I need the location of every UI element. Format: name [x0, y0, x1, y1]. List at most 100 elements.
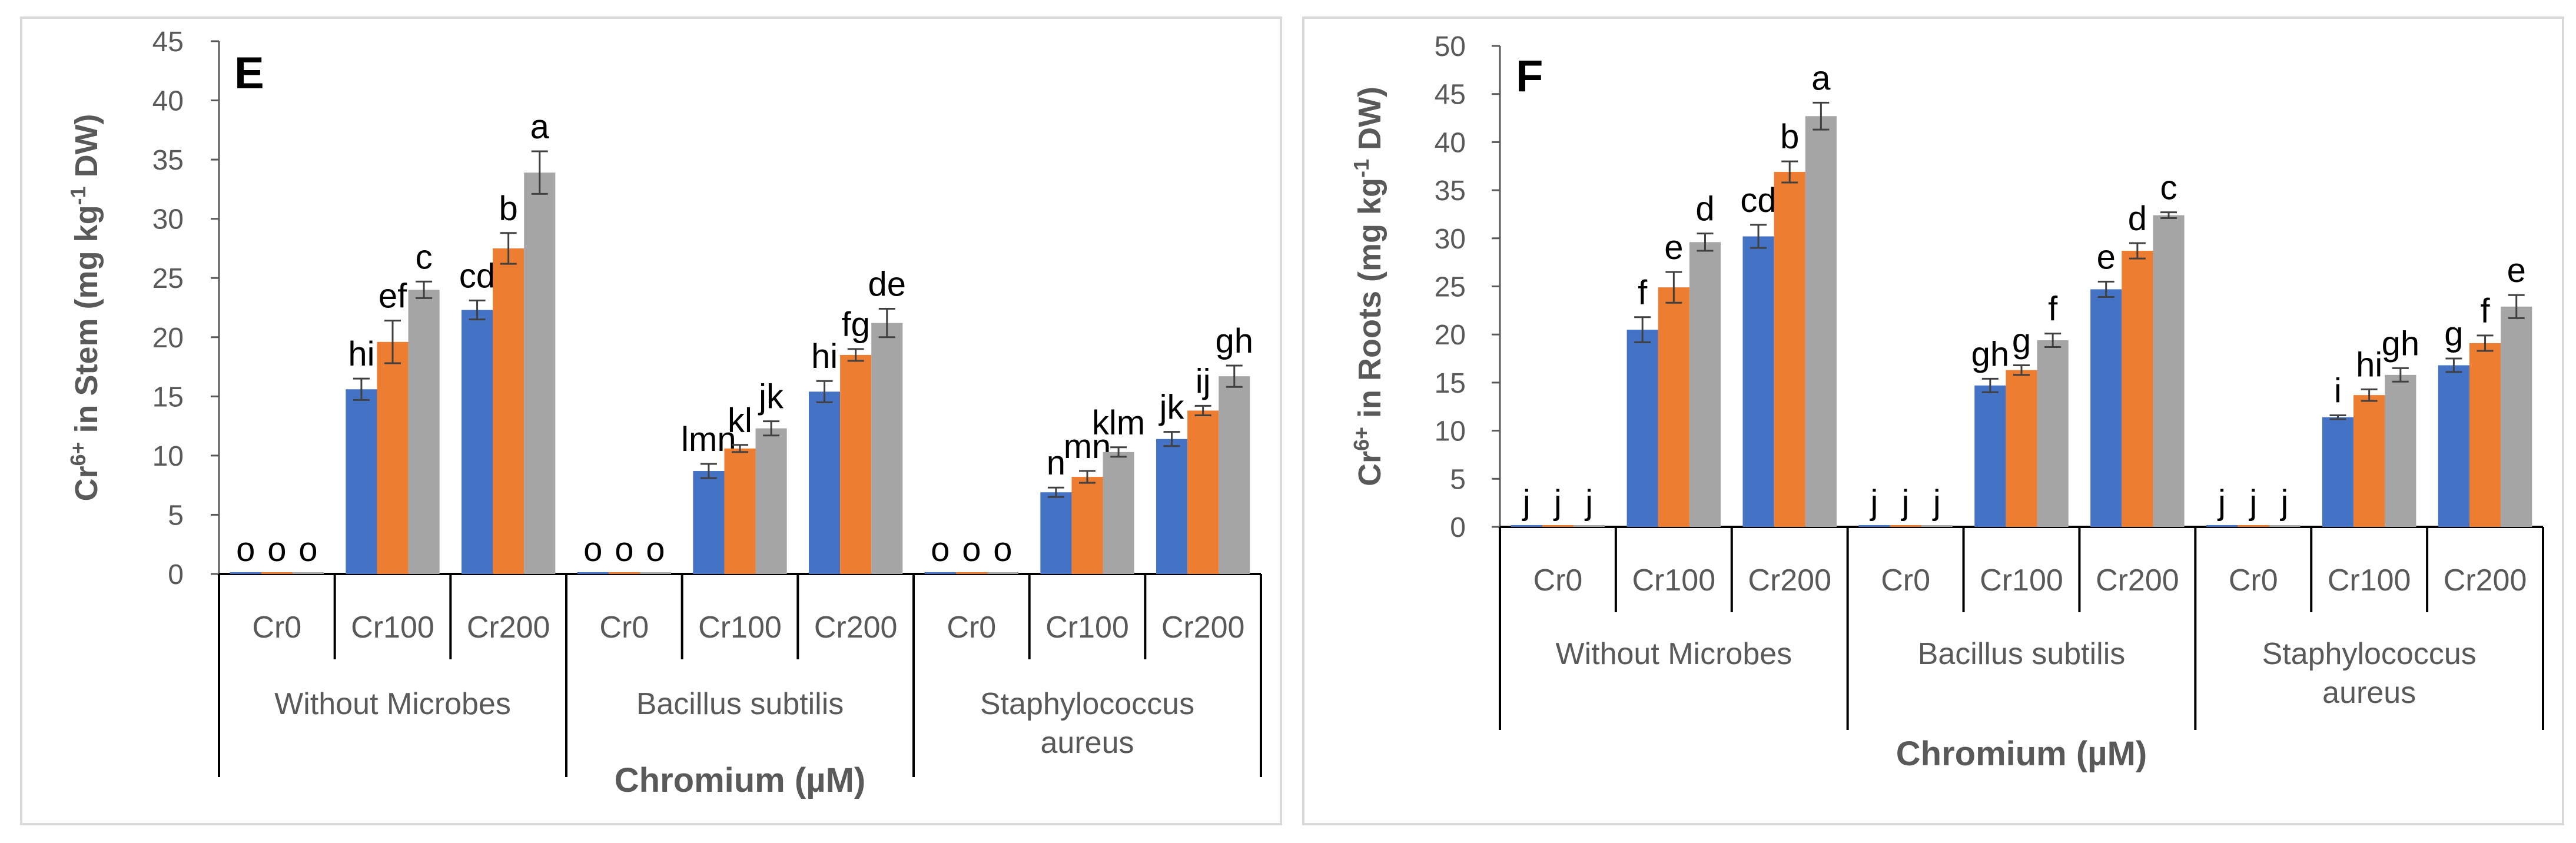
y-tick-label: 45 [152, 26, 184, 58]
significance-letter: g [2012, 321, 2031, 360]
significance-letter: a [1811, 59, 1831, 97]
y-axis-title-part: in Roots (mg kg [1352, 178, 1387, 427]
y-axis-title-superscript: 6+ [66, 442, 90, 466]
significance-letter: ij [1196, 362, 1211, 400]
group-label-line2: aureus [1041, 726, 1134, 760]
y-tick-label: 35 [1435, 175, 1466, 207]
significance-letter: b [499, 190, 518, 228]
significance-letter: b [1780, 118, 1799, 156]
significance-letter: gh [2382, 324, 2420, 363]
significance-letter: f [1638, 274, 1648, 312]
significance-letter: o [993, 530, 1012, 569]
y-tick-label: 25 [152, 263, 184, 294]
bar [1858, 525, 1890, 527]
significance-letter: hi [2356, 346, 2382, 384]
y-tick-label: 20 [152, 323, 184, 354]
bar [2122, 251, 2153, 527]
category-label: Cr200 [814, 610, 898, 645]
y-axis-title: Cr6+ in Stem (mg kg-1 DW) [66, 114, 105, 501]
y-tick-label: 50 [1435, 31, 1466, 62]
y-tick-label: 30 [1435, 224, 1466, 255]
y-tick-label: 0 [168, 559, 184, 590]
category-label: Cr0 [599, 610, 649, 645]
bar [2269, 525, 2301, 527]
significance-letter: jk [758, 378, 784, 416]
significance-letter: c [416, 238, 433, 276]
bar [2238, 525, 2269, 527]
category-label: Cr100 [351, 610, 434, 645]
significance-letter: f [2480, 292, 2490, 330]
bar [1774, 172, 1805, 527]
significance-letter: gh [1971, 335, 2010, 373]
significance-letter: f [2048, 290, 2058, 328]
significance-letter: o [615, 530, 633, 569]
bar [261, 572, 293, 574]
y-tick-label: 45 [1435, 79, 1466, 111]
bar [1574, 525, 1605, 527]
bar [1219, 376, 1250, 574]
significance-letter: j [1901, 483, 1910, 522]
bar [987, 572, 1018, 574]
y-axis-title-superscript: -1 [66, 186, 90, 205]
category-label: Cr0 [1881, 563, 1930, 598]
significance-letter: j [2279, 483, 2288, 522]
significance-letter: klm [1092, 404, 1145, 442]
bar [1974, 385, 2006, 527]
y-axis-title-part: DW) [1352, 87, 1387, 159]
group-label: Without Microbes [274, 687, 511, 721]
y-tick-label: 15 [1435, 368, 1466, 399]
significance-letter: i [2334, 371, 2342, 410]
category-label: Cr100 [1045, 610, 1129, 645]
significance-letter: n [1047, 444, 1065, 482]
significance-letter: o [236, 530, 255, 569]
bar [493, 248, 525, 574]
bar [1890, 525, 1921, 527]
significance-letter: hi [811, 337, 838, 376]
significance-letter: o [931, 530, 950, 569]
significance-letter: j [1932, 483, 1941, 522]
bar [693, 471, 725, 574]
group-label: Staphylococcus [980, 687, 1194, 721]
category-label: Cr0 [2229, 563, 2278, 598]
bar [1542, 525, 1574, 527]
y-axis-title-part: DW) [69, 114, 104, 186]
bar [608, 572, 640, 574]
bar [871, 323, 903, 574]
bar [924, 572, 956, 574]
y-tick-label: 5 [168, 500, 184, 531]
significance-letter: j [1522, 483, 1531, 522]
group-label-line2: aureus [2322, 676, 2416, 710]
bar [346, 389, 377, 574]
y-tick-label: 10 [1435, 416, 1466, 447]
significance-letter: j [2248, 483, 2257, 522]
category-label: Cr200 [467, 610, 550, 645]
bar [2006, 370, 2037, 527]
bar [577, 572, 609, 574]
significance-letter: g [2444, 315, 2463, 353]
bar [1071, 477, 1103, 574]
bar [292, 572, 324, 574]
category-label: Cr0 [947, 610, 996, 645]
category-label: Cr200 [1161, 610, 1245, 645]
category-label: Cr0 [252, 610, 301, 645]
bar [1805, 116, 1837, 527]
significance-letter: fg [841, 306, 869, 344]
bar [1156, 439, 1188, 574]
bar [1626, 330, 1658, 527]
significance-letter: o [646, 530, 665, 569]
bar [809, 391, 841, 574]
significance-letter: e [2097, 238, 2116, 276]
y-tick-label: 10 [152, 441, 184, 472]
bar [2153, 215, 2185, 527]
y-tick-label: 40 [1435, 127, 1466, 158]
bar [955, 572, 987, 574]
bar [377, 341, 409, 574]
bar [1511, 525, 1542, 527]
significance-letter: a [530, 108, 550, 146]
significance-letter: o [962, 530, 981, 569]
significance-letter: o [298, 530, 317, 569]
panel-label: E [234, 48, 264, 98]
